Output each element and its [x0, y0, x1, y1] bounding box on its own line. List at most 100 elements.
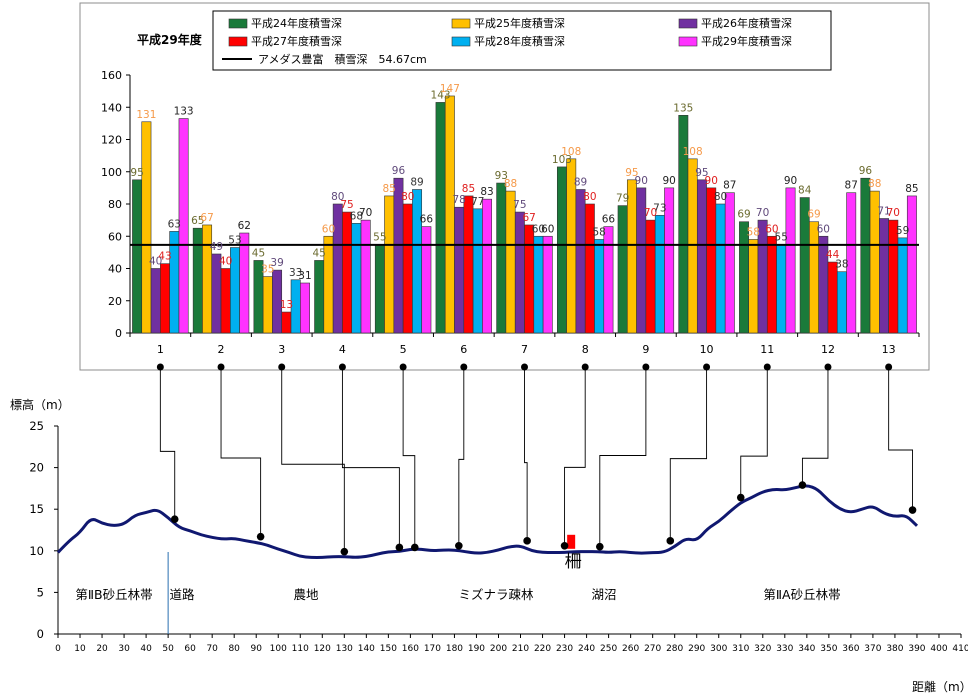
bar-value-label: 38 [835, 259, 848, 271]
bar-y-tick-label: 160 [101, 69, 122, 82]
station-dot [523, 537, 531, 545]
bar-y-tick-label: 20 [108, 295, 122, 308]
profile-chart: 標高（m） 距離（m） 0 5 10 15 20 25 0 10 20 30 40 50 60 70 80… [10, 363, 968, 694]
station-top-dot [642, 363, 650, 371]
profile-y-tick-label: 20 [29, 461, 44, 475]
profile-x-tick-label: 160 [402, 644, 419, 654]
bar-value-label: 35 [261, 264, 274, 276]
profile-x-tick-label: 270 [644, 644, 661, 654]
station-connector [458, 367, 465, 546]
bar-value-label: 40 [219, 256, 232, 268]
legend-label: 平成27年度積雪深 [251, 34, 342, 48]
profile-x-label: 距離（m） [912, 680, 968, 694]
station-top-dot [703, 363, 711, 371]
bar-value-label: 45 [312, 247, 325, 259]
profile-y-tick-label: 5 [37, 585, 44, 599]
station-connector [220, 367, 262, 537]
bar-value-label: 70 [359, 207, 372, 219]
bar-x-ticks: 1 2 3 4 5 6 7 8 9 10 11 12 13 [129, 333, 920, 356]
bar [706, 187, 717, 334]
bar [402, 203, 413, 334]
station-dot [596, 542, 604, 551]
profile-x-tick-label: 60 [184, 644, 196, 654]
station-top-dot [521, 363, 528, 371]
bar-value-label: 68 [350, 210, 363, 222]
bar [384, 195, 395, 334]
bar [809, 221, 819, 334]
bar [556, 166, 567, 334]
station-connectors [159, 367, 913, 552]
profile-y-tick-label: 10 [29, 544, 44, 558]
profile-x-tick-label: 150 [380, 644, 397, 654]
bar-value-label: 60 [817, 223, 830, 235]
bar-value-label: 55 [775, 231, 788, 243]
station-connector [888, 367, 913, 511]
profile-y-tick-label: 25 [29, 419, 44, 433]
profile-y-ticks: 0 5 10 15 20 25 [29, 419, 58, 641]
profile-x-tick-label: 300 [710, 644, 727, 654]
station-dot [340, 547, 349, 556]
bar-x-tick-label: 10 [700, 343, 714, 356]
bar [178, 118, 189, 334]
bar-value-label: 58 [747, 226, 760, 238]
profile-x-tick-label: 80 [228, 644, 240, 654]
bar-value-label: 43 [158, 251, 171, 263]
bar-y-ticks: 0 20 40 60 80 100 120 140 160 [101, 69, 130, 340]
bar-value-label: 39 [270, 257, 283, 269]
bar-y-tick-label: 100 [101, 166, 122, 179]
bar [645, 219, 656, 334]
station-dot [395, 543, 404, 552]
bar [533, 235, 544, 334]
bar-value-label: 95 [625, 167, 638, 179]
bar-value-label: 65 [191, 215, 204, 227]
profile-x-tick-label: 320 [754, 644, 771, 654]
bar-value-label: 90 [705, 175, 718, 187]
bar [496, 182, 507, 334]
station-top-dot [278, 363, 286, 371]
bar [444, 95, 455, 334]
bar-data-labels: 95 65 45 45 55 143 93 103 79 135 69 84 96 131 67 35 60 85… [130, 83, 918, 311]
bar-value-label: 90 [635, 175, 648, 187]
bar [687, 158, 698, 334]
profile-x-tick-label: 0 [55, 644, 61, 654]
station-connector [281, 367, 345, 552]
bar-value-label: 85 [462, 183, 475, 195]
bar [314, 260, 325, 334]
bar [132, 179, 143, 334]
bar [524, 224, 535, 334]
bar-value-label: 49 [210, 241, 223, 253]
profile-x-tick-label: 50 [162, 644, 174, 654]
bar-value-label: 40 [149, 256, 162, 268]
bar-value-label: 44 [826, 249, 840, 261]
profile-x-tick-label: 330 [776, 644, 793, 654]
station-top-dot [460, 363, 468, 371]
profile-x-tick-label: 290 [688, 644, 705, 654]
bar [141, 121, 152, 334]
bar-value-label: 95 [695, 167, 708, 179]
legend-swatch [678, 18, 698, 29]
bar-x-tick-label: 2 [218, 343, 225, 356]
bars [132, 95, 917, 334]
bar-value-label: 133 [174, 106, 194, 118]
fence-label: 柵 [565, 552, 582, 572]
profile-x-tick-label: 310 [732, 644, 749, 654]
fence-marker [567, 534, 576, 549]
bar [482, 198, 493, 334]
profile-x-tick-label: 220 [534, 644, 551, 654]
profile-x-tick-label: 360 [842, 644, 859, 654]
bar [374, 244, 385, 334]
station-connector [599, 367, 647, 547]
profile-x-tick-label: 70 [206, 644, 218, 654]
bar [435, 102, 446, 334]
bar [169, 231, 180, 334]
bar [150, 268, 161, 334]
bar-x-tick-label: 5 [400, 343, 407, 356]
profile-x-tick-label: 30 [118, 644, 130, 654]
bar-value-label: 69 [807, 209, 820, 221]
profile-x-tick-label: 240 [578, 644, 595, 654]
bar [262, 276, 273, 334]
bar [888, 219, 899, 334]
bar-x-tick-label: 12 [821, 343, 835, 356]
